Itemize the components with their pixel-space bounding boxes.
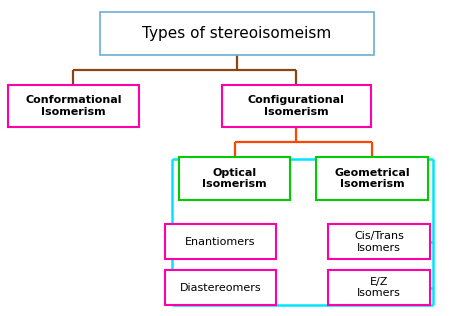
FancyBboxPatch shape <box>328 270 430 305</box>
Text: E/Z
Isomers: E/Z Isomers <box>357 277 401 298</box>
Text: Conformational
Isomerism: Conformational Isomerism <box>25 95 122 117</box>
Text: Cis/Trans
Isomers: Cis/Trans Isomers <box>354 231 404 252</box>
FancyBboxPatch shape <box>316 157 428 200</box>
Text: Enantiomers: Enantiomers <box>185 237 255 247</box>
FancyBboxPatch shape <box>165 270 276 305</box>
FancyBboxPatch shape <box>328 224 430 259</box>
Text: Types of stereoisomeism: Types of stereoisomeism <box>142 26 332 41</box>
Text: Configurational
Isomerism: Configurational Isomerism <box>248 95 345 117</box>
FancyBboxPatch shape <box>179 157 290 200</box>
Text: Diastereomers: Diastereomers <box>180 283 261 293</box>
Text: Geometrical
Isomerism: Geometrical Isomerism <box>334 168 410 189</box>
FancyBboxPatch shape <box>8 84 138 127</box>
FancyBboxPatch shape <box>221 84 371 127</box>
FancyBboxPatch shape <box>100 12 374 54</box>
FancyBboxPatch shape <box>165 224 276 259</box>
Text: Optical
Isomerism: Optical Isomerism <box>202 168 267 189</box>
